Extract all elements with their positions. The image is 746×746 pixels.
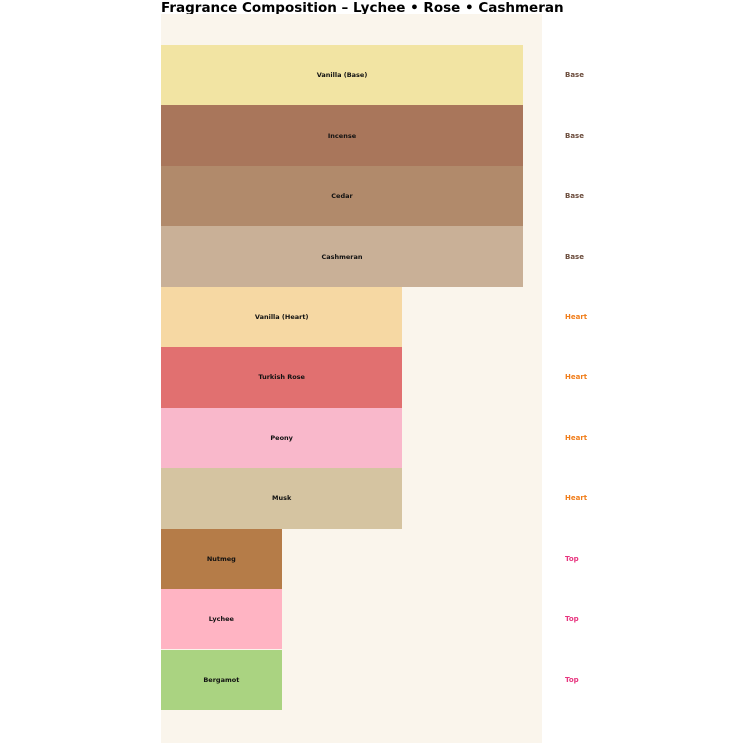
bar-label: Peony	[270, 433, 293, 442]
bar-label: Bergamot	[203, 675, 240, 684]
bar-label: Cashmeran	[321, 252, 363, 261]
group-label-base-1: Base	[565, 71, 584, 80]
group-label-base-4: Base	[565, 252, 584, 261]
bar-peony: Peony	[161, 407, 403, 469]
group-label-top-10: Top	[565, 615, 579, 624]
bar-cedar: Cedar	[161, 165, 523, 227]
group-label-top-11: Top	[565, 675, 579, 684]
bar-label: Cedar	[331, 192, 353, 201]
bar-vanilla-base: Vanilla (Base)	[161, 45, 523, 106]
group-label-top-9: Top	[565, 554, 579, 563]
bar-vanilla-heart: Vanilla (Heart)	[161, 286, 403, 348]
bar-label: Nutmeg	[206, 554, 236, 563]
bar-lychee: Lychee	[161, 589, 282, 650]
group-label-heart-7: Heart	[565, 433, 588, 442]
bar-label: Musk	[272, 494, 292, 503]
bar-incense: Incense	[161, 105, 523, 166]
bar-nutmeg: Nutmeg	[161, 528, 282, 590]
bar-bergamot: Bergamot	[161, 649, 282, 710]
bar-turkish-rose: Turkish Rose	[161, 347, 403, 408]
bar-cashmeran: Cashmeran	[161, 226, 523, 287]
bar-label: Turkish Rose	[258, 373, 305, 382]
group-label-heart-8: Heart	[565, 494, 588, 503]
plot-area: Vanilla (Base) Incense Cedar Cashmeran Vanil…	[161, 14, 542, 743]
bar-musk: Musk	[161, 468, 403, 529]
bar-label: Incense	[327, 131, 357, 140]
bar-label: Vanilla (Base)	[316, 71, 368, 80]
bar-label: Vanilla (Heart)	[254, 313, 309, 322]
group-label-heart-5: Heart	[565, 313, 588, 322]
group-label-heart-6: Heart	[565, 373, 588, 382]
group-label-base-3: Base	[565, 192, 584, 201]
bar-label: Lychee	[208, 615, 234, 624]
chart-title: Fragrance Composition – Lychee • Rose • …	[161, 0, 564, 16]
group-label-base-2: Base	[565, 131, 584, 140]
